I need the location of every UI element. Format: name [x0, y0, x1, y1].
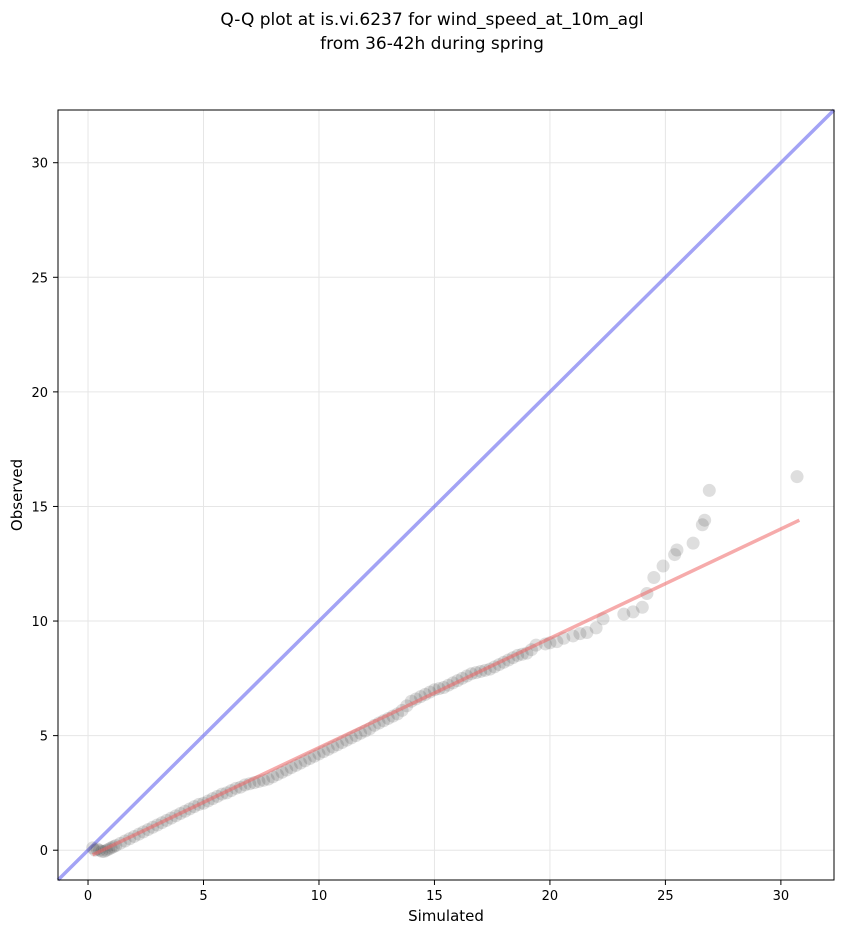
data-points [86, 470, 804, 858]
chart-title-line-1: Q-Q plot at is.vi.6237 for wind_speed_at… [220, 10, 643, 30]
data-point [284, 761, 298, 775]
data-point [573, 627, 587, 641]
data-point [270, 768, 284, 782]
x-tick-label: 10 [311, 889, 328, 904]
x-tick-label: 0 [84, 889, 92, 904]
data-point [266, 770, 280, 784]
fit-line [91, 518, 801, 857]
data-point [670, 543, 684, 557]
data-point [686, 536, 700, 550]
data-point [289, 758, 303, 772]
data-point [617, 607, 631, 621]
data-point [86, 841, 100, 855]
data-point [280, 763, 294, 777]
data-point [589, 621, 603, 635]
y-tick-label: 25 [31, 271, 48, 286]
identity-line [56, 108, 836, 882]
data-point [790, 470, 804, 484]
data-point [626, 605, 640, 619]
data-point [294, 756, 307, 770]
data-point [275, 765, 289, 779]
x-tick-label: 20 [542, 889, 559, 904]
x-tick-label: 25 [657, 889, 674, 904]
data-point [566, 629, 580, 643]
x-tick-label: 15 [426, 889, 443, 904]
data-point [647, 571, 661, 584]
y-tick-label: 0 [40, 844, 48, 859]
y-tick-label: 15 [31, 500, 48, 515]
plot-frame [57, 109, 835, 881]
x-tick-label: 30 [773, 889, 790, 904]
grid [58, 110, 834, 880]
data-point [695, 518, 709, 532]
data-point [698, 513, 712, 527]
x-axis-label: Simulated [408, 907, 484, 925]
data-point [656, 559, 670, 573]
x-tick-label: 5 [199, 889, 207, 904]
y-tick-label: 20 [31, 386, 48, 401]
data-point [668, 548, 682, 562]
data-point [635, 600, 649, 614]
y-tick-label: 10 [31, 615, 48, 630]
data-point [702, 483, 716, 497]
y-axis-label: Observed [8, 459, 26, 531]
data-point [261, 772, 275, 786]
chart-title-line-2: from 36-42h during spring [320, 34, 544, 54]
y-tick-label: 30 [31, 157, 48, 172]
reference-lines [56, 108, 836, 882]
axis-ticks: 0 5 10 15 20 25 30 0 5 10 15 20 25 30 [31, 157, 789, 904]
data-point [580, 626, 594, 639]
y-tick-label: 5 [40, 730, 48, 745]
